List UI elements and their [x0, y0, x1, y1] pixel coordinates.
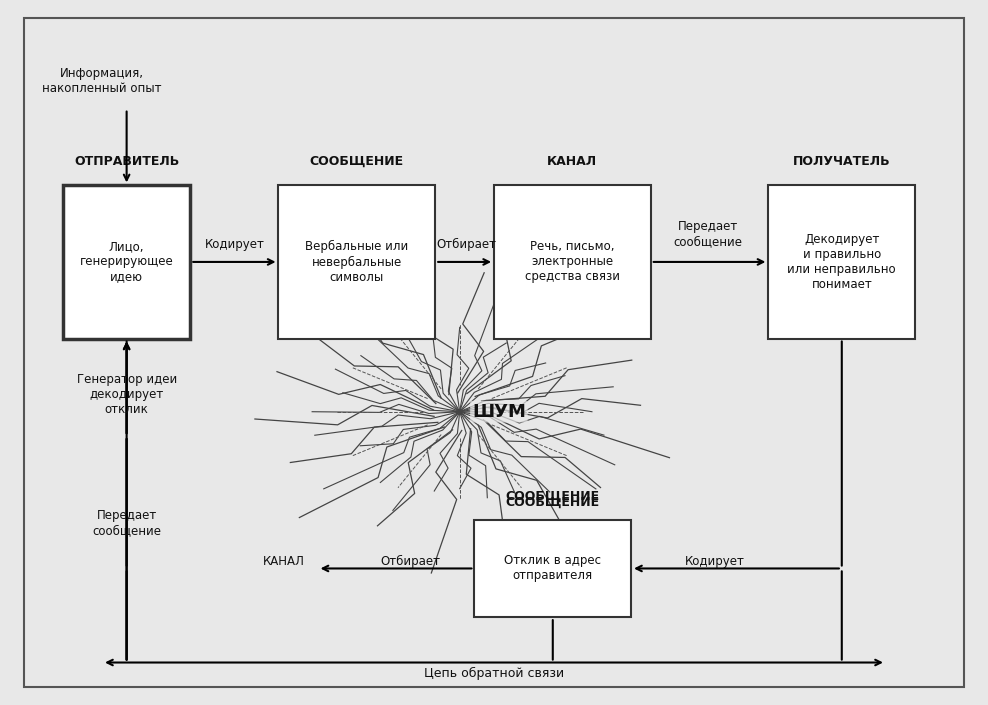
- Text: Цепь обратной связи: Цепь обратной связи: [424, 666, 564, 680]
- Text: Генератор идеи
декодирует
отклик: Генератор идеи декодирует отклик: [76, 373, 177, 416]
- FancyBboxPatch shape: [474, 520, 631, 618]
- Text: Лицо,
генерирующее
идею: Лицо, генерирующее идею: [80, 240, 174, 283]
- Text: Отбирает: Отбирает: [437, 238, 497, 251]
- FancyBboxPatch shape: [24, 18, 964, 687]
- Text: КАНАЛ: КАНАЛ: [547, 155, 598, 168]
- Text: Кодирует: Кодирует: [205, 238, 265, 251]
- FancyBboxPatch shape: [494, 185, 651, 338]
- Text: ШУМ: ШУМ: [472, 403, 526, 421]
- FancyBboxPatch shape: [279, 185, 436, 338]
- FancyBboxPatch shape: [63, 185, 191, 338]
- Text: СООБЩЕНИЕ: СООБЩЕНИЕ: [506, 496, 600, 509]
- Text: Информация,
накопленный опыт: Информация, накопленный опыт: [42, 67, 162, 95]
- Text: СООБЩЕНИЕ: СООБЩЕНИЕ: [506, 489, 600, 502]
- Text: ПОЛУЧАТЕЛЬ: ПОЛУЧАТЕЛЬ: [793, 155, 890, 168]
- Text: Вербальные или
невербальные
символы: Вербальные или невербальные символы: [305, 240, 408, 283]
- FancyBboxPatch shape: [769, 185, 915, 338]
- Text: Передает
сообщение: Передает сообщение: [673, 220, 742, 248]
- Text: Кодирует: Кодирует: [685, 555, 744, 568]
- Text: Речь, письмо,
электронные
средства связи: Речь, письмо, электронные средства связи: [525, 240, 619, 283]
- Text: ОТПРАВИТЕЛЬ: ОТПРАВИТЕЛЬ: [74, 155, 179, 168]
- Text: Отбирает: Отбирает: [380, 555, 441, 568]
- Text: Декодирует
и правильно
или неправильно
понимает: Декодирует и правильно или неправильно п…: [787, 233, 896, 291]
- Text: КАНАЛ: КАНАЛ: [263, 555, 304, 568]
- Text: Передает
сообщение: Передает сообщение: [92, 509, 161, 537]
- Text: Отклик в адрес
отправителя: Отклик в адрес отправителя: [504, 554, 602, 582]
- Text: СООБЩЕНИЕ: СООБЩЕНИЕ: [310, 155, 404, 168]
